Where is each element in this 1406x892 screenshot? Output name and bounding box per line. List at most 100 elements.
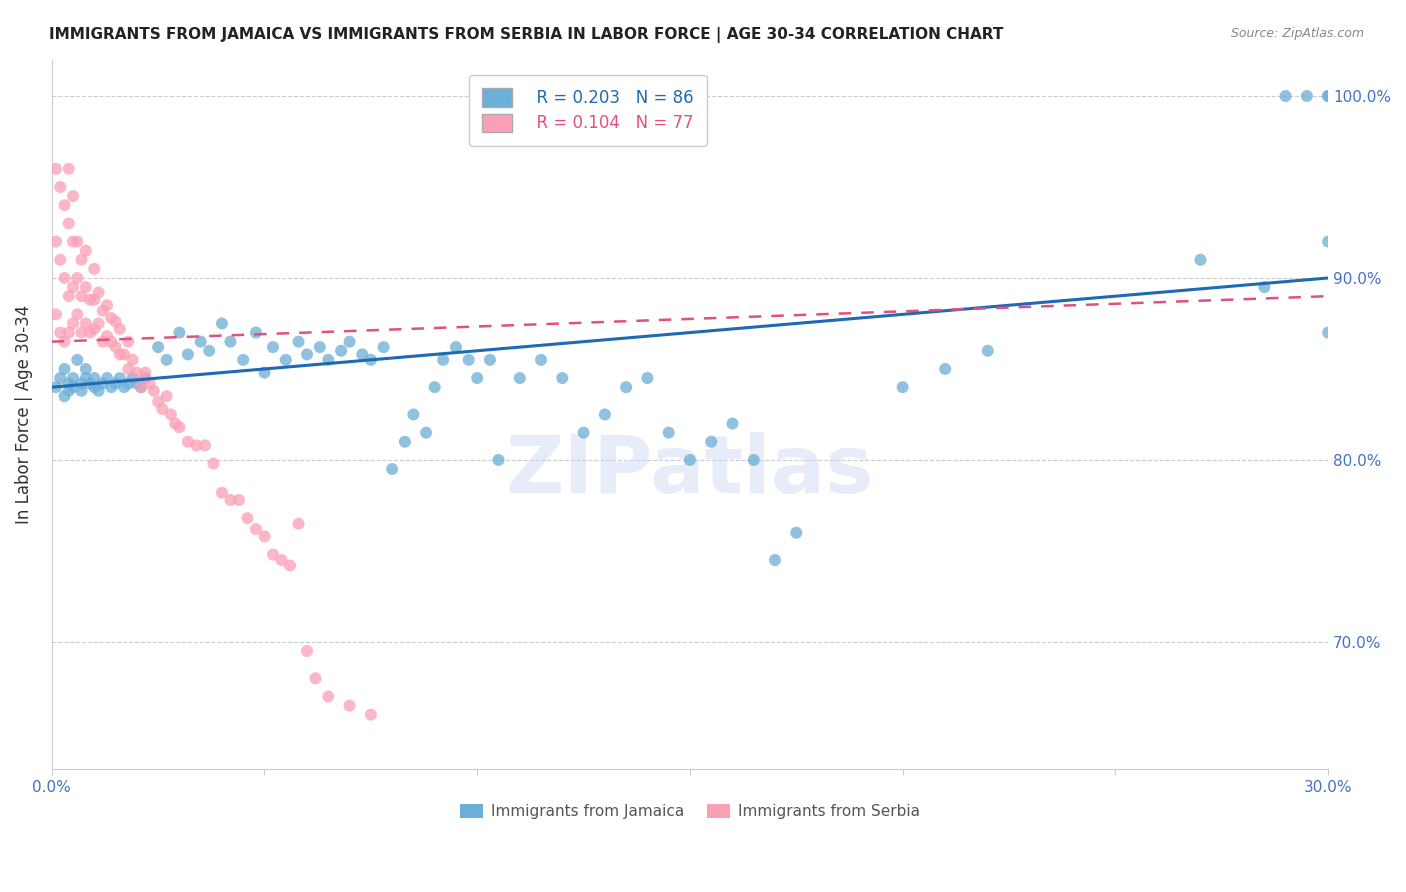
Point (186, 438, 208, 452)
Point (219, 334, 242, 349)
Point (1317, 235, 1340, 249)
Point (45, 235, 67, 249)
Point (91, 376, 114, 391)
Point (53, 362, 76, 376)
Point (530, 352, 553, 367)
Point (551, 371, 574, 385)
Point (432, 352, 454, 367)
Point (66, 307, 89, 321)
Text: ZIPatlas: ZIPatlas (506, 433, 875, 510)
Y-axis label: In Labor Force | Age 30-34: In Labor Force | Age 30-34 (15, 305, 32, 524)
Point (339, 334, 361, 349)
Point (636, 371, 658, 385)
Point (763, 553, 786, 567)
Point (70, 326, 93, 340)
Point (330, 343, 353, 358)
Point (96, 329, 118, 343)
Point (134, 366, 156, 380)
Point (100, 334, 122, 349)
Point (58, 384, 80, 398)
Point (70, 252, 93, 267)
Point (75, 244, 97, 258)
Point (58, 216, 80, 230)
Point (53, 334, 76, 349)
Point (96, 298, 118, 312)
Point (70, 289, 93, 303)
Point (49, 326, 72, 340)
Point (62, 189, 84, 203)
Point (117, 376, 139, 391)
Point (169, 326, 191, 340)
Point (62, 317, 84, 331)
Point (423, 380, 446, 394)
Point (104, 315, 127, 329)
Point (160, 408, 183, 422)
Point (295, 644, 318, 658)
Point (62, 280, 84, 294)
Text: Source: ZipAtlas.com: Source: ZipAtlas.com (1230, 27, 1364, 40)
Point (270, 553, 292, 567)
Point (304, 671, 326, 685)
Point (274, 352, 297, 367)
Point (415, 425, 437, 440)
Point (402, 408, 425, 422)
Point (156, 389, 179, 403)
Point (287, 334, 309, 349)
Point (53, 389, 76, 403)
Point (83, 293, 105, 307)
Point (211, 317, 233, 331)
Point (100, 380, 122, 394)
Point (177, 347, 200, 361)
Point (1317, 326, 1340, 340)
Point (53, 198, 76, 212)
Point (1317, 89, 1340, 103)
Point (112, 380, 135, 394)
Point (232, 352, 254, 367)
Point (138, 376, 160, 391)
Point (457, 352, 479, 367)
Point (146, 394, 169, 409)
Point (785, 525, 807, 540)
Point (58, 161, 80, 176)
Point (721, 417, 744, 431)
Point (87, 384, 110, 398)
Point (614, 380, 637, 394)
Point (96, 371, 118, 385)
Point (83, 322, 105, 336)
Point (129, 380, 152, 394)
Point (1274, 89, 1296, 103)
Point (83, 261, 105, 276)
Point (49, 252, 72, 267)
Point (228, 493, 250, 508)
Point (104, 376, 127, 391)
Point (478, 352, 501, 367)
Point (83, 380, 105, 394)
Point (444, 340, 467, 354)
Point (146, 340, 169, 354)
Point (1317, 89, 1340, 103)
Point (1295, 89, 1317, 103)
Point (262, 340, 284, 354)
Point (236, 511, 259, 525)
Point (211, 485, 233, 500)
Point (79, 376, 101, 391)
Point (593, 408, 616, 422)
Point (253, 529, 276, 543)
Point (121, 371, 143, 385)
Point (125, 376, 148, 391)
Point (45, 380, 67, 394)
Point (360, 352, 382, 367)
Point (253, 366, 276, 380)
Point (287, 516, 309, 531)
Point (45, 161, 67, 176)
Point (891, 380, 914, 394)
Point (169, 420, 191, 434)
Point (190, 334, 212, 349)
Point (202, 457, 225, 471)
Point (339, 698, 361, 713)
Point (129, 380, 152, 394)
Point (316, 352, 339, 367)
Point (66, 352, 89, 367)
Point (700, 434, 723, 449)
Point (150, 402, 173, 417)
